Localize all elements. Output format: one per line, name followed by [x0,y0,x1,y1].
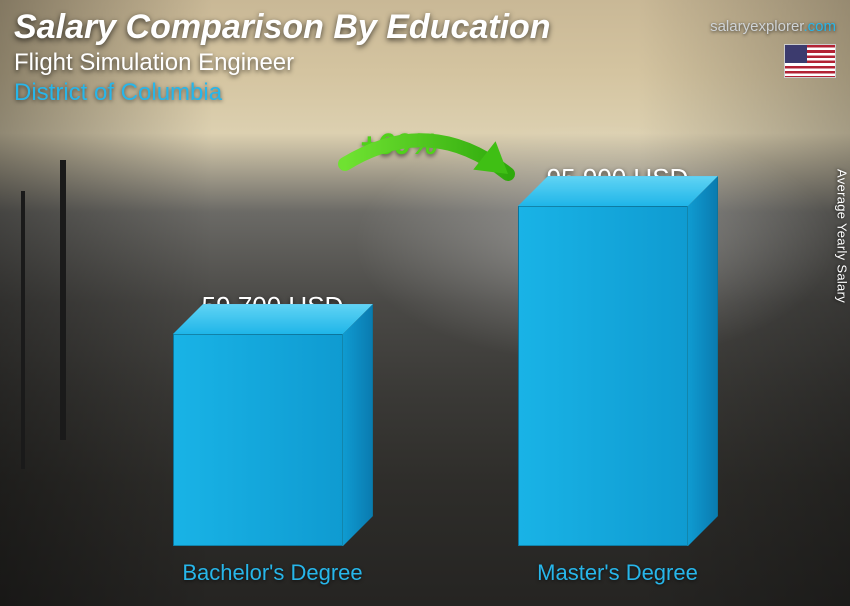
bar-label: Bachelor's Degree [182,560,362,586]
y-axis-label: Average Yearly Salary [835,169,850,303]
bar-label: Master's Degree [537,560,698,586]
attribution: salaryexplorer.com [710,18,836,35]
job-title: Flight Simulation Engineer [14,49,836,77]
bar-shape [518,206,718,546]
attribution-tld: .com [803,18,836,35]
bar-1: 95,900 USD Master's Degree [488,163,748,586]
flag-icon [784,44,836,78]
bar-0: 59,700 USD Bachelor's Degree [143,291,403,586]
location: District of Columbia [14,79,836,107]
bar-shape [173,334,373,546]
attribution-site: salaryexplorer [710,18,803,35]
bar-chart: 59,700 USD Bachelor's Degree 95,900 USD … [100,150,790,586]
